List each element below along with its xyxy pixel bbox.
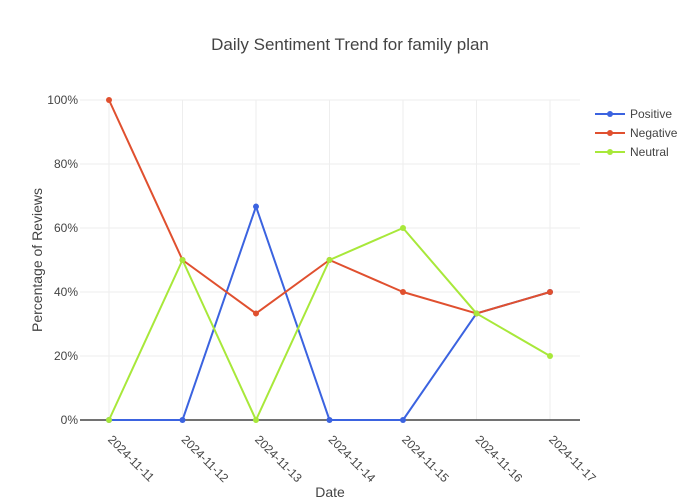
legend-label: Negative: [630, 126, 678, 140]
legend[interactable]: Positive Negative Neutral: [595, 107, 678, 159]
x-tick-label: 2024-11-11: [105, 432, 157, 484]
y-tick-label: 80%: [54, 157, 78, 171]
y-tick-label: 40%: [54, 285, 78, 299]
x-axis-ticks: 2024-11-11 2024-11-12 2024-11-13 2024-11-14…: [105, 432, 599, 485]
legend-label: Neutral: [630, 145, 669, 159]
legend-item-positive[interactable]: Positive: [595, 107, 672, 121]
legend-swatch-marker: [607, 130, 613, 136]
x-axis-title: Date: [315, 484, 345, 500]
series-layer: [106, 97, 553, 423]
y-tick-label: 0%: [61, 413, 79, 427]
x-tick-label: 2024-11-14: [326, 432, 379, 485]
y-tick-label: 100%: [47, 93, 78, 107]
data-point-neutral: [179, 257, 186, 263]
data-point-neutral: [326, 257, 333, 263]
y-axis-title: Percentage of Reviews: [29, 188, 45, 332]
y-tick-label: 60%: [54, 221, 78, 235]
x-tick-label: 2024-11-12: [179, 432, 232, 485]
grid-layer: [80, 99, 580, 420]
data-point-positive: [400, 417, 406, 423]
data-point-positive: [326, 417, 333, 423]
legend-swatch-marker: [607, 111, 613, 117]
data-point-neutral: [473, 310, 480, 317]
legend-item-negative[interactable]: Negative: [595, 126, 678, 140]
data-point-negative: [253, 310, 259, 317]
chart-title: Daily Sentiment Trend for family plan: [211, 35, 489, 54]
data-point-positive: [179, 417, 186, 423]
data-point-negative: [547, 289, 553, 295]
data-point-neutral: [400, 225, 406, 231]
x-tick-label: 2024-11-16: [473, 432, 526, 485]
data-point-neutral: [106, 417, 112, 423]
legend-label: Positive: [630, 107, 672, 121]
x-tick-label: 2024-11-15: [399, 432, 452, 485]
x-tick-label: 2024-11-17: [546, 432, 599, 485]
data-point-positive: [253, 203, 259, 210]
y-tick-label: 20%: [54, 349, 78, 363]
data-point-negative: [400, 289, 406, 295]
data-point-neutral: [547, 353, 553, 359]
data-point-neutral: [253, 417, 259, 423]
y-axis-ticks: 0% 20% 40% 60% 80% 100%: [47, 93, 78, 427]
legend-item-neutral[interactable]: Neutral: [595, 145, 669, 159]
x-tick-label: 2024-11-13: [252, 432, 305, 485]
legend-swatch-marker: [607, 149, 613, 155]
data-point-negative: [106, 97, 112, 103]
